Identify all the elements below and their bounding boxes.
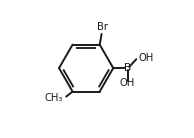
Text: Br: Br: [97, 22, 108, 32]
Text: OH: OH: [139, 53, 154, 63]
Text: OH: OH: [120, 78, 135, 88]
Text: CH₃: CH₃: [45, 93, 63, 104]
Text: B: B: [124, 63, 131, 73]
